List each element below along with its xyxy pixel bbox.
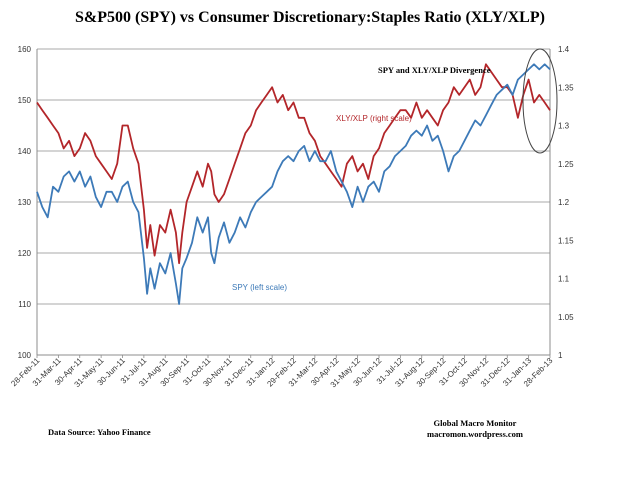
left-tick-label: 130 (18, 198, 32, 207)
left-tick-label: 100 (18, 351, 32, 360)
xly-series-label: XLY/XLP (right scale) (336, 114, 412, 123)
brand-name: Global Macro Monitor (434, 418, 517, 428)
left-tick-label: 120 (18, 249, 32, 258)
right-tick-label: 1.35 (558, 83, 574, 92)
spy-series-label: SPY (left scale) (232, 283, 287, 292)
left-tick-label: 160 (18, 45, 32, 54)
right-tick-label: 1.05 (558, 313, 574, 322)
spy-series-line (36, 63, 551, 305)
right-tick-label: 1.2 (558, 198, 570, 207)
right-tick-label: 1.15 (558, 236, 574, 245)
divergence-ellipse (522, 48, 558, 154)
series-lines (36, 63, 551, 305)
chart-title: S&P500 (SPY) vs Consumer Discretionary:S… (75, 9, 545, 26)
x-axis-ticks: 28-Feb-1131-Mar-1130-Apr-1131-May-1130-J… (9, 355, 555, 389)
right-tick-label: 1.1 (558, 275, 570, 284)
right-tick-label: 1 (558, 351, 563, 360)
xly-xlp-series-line (36, 63, 551, 265)
left-tick-label: 150 (18, 96, 32, 105)
right-axis-ticks: 1 1.05 1.1 1.15 1.2 1.25 1.3 1.35 1.4 (558, 45, 574, 360)
divergence-annotation: SPY and XLY/XLP Divergence (378, 65, 491, 75)
data-source-note: Data Source: Yahoo Finance (48, 427, 151, 437)
brand-site: macromon.wordpress.com (427, 429, 523, 439)
gridlines (37, 48, 550, 356)
right-tick-label: 1.25 (558, 160, 574, 169)
left-axis-ticks: 100 110 120 130 140 150 160 (18, 45, 32, 360)
right-tick-label: 1.4 (558, 45, 570, 54)
left-tick-label: 110 (18, 300, 31, 309)
left-tick-label: 140 (18, 147, 32, 156)
right-tick-label: 1.3 (558, 122, 570, 131)
